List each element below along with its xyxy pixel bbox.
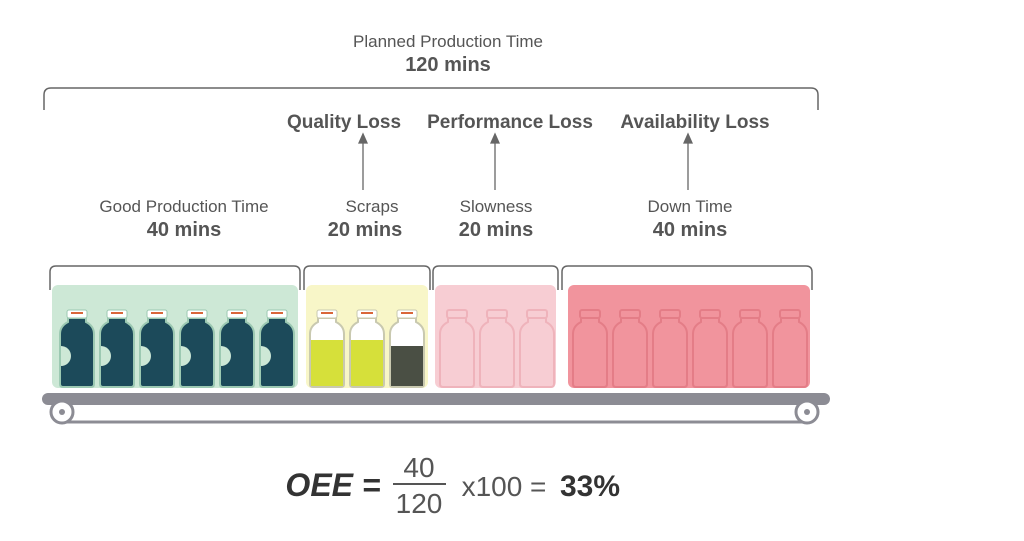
- bottle-part: [351, 340, 383, 386]
- bottle-part: [101, 346, 111, 366]
- bottle-part: [652, 317, 688, 388]
- bottle-part: [221, 346, 231, 366]
- header-title: Planned Production Time: [353, 32, 543, 51]
- bottle-part: [572, 317, 608, 388]
- bottle-part: [141, 346, 151, 366]
- bottle-part: [732, 317, 768, 388]
- formula-multiplier: x100 =: [462, 471, 547, 502]
- bottle-part: [692, 317, 728, 388]
- segment-value: 40 mins: [147, 219, 221, 241]
- bottle-part: [699, 309, 721, 319]
- segment-label: Slowness: [460, 197, 533, 216]
- segment-value: 20 mins: [459, 219, 533, 241]
- segment-value: 40 mins: [653, 219, 727, 241]
- wheel-hub: [59, 409, 65, 415]
- formula-lhs: OEE =: [285, 467, 380, 503]
- bottle-part: [526, 309, 548, 319]
- bottle-part: [479, 317, 515, 388]
- bottle-part: [261, 346, 271, 366]
- wheel-hub: [804, 409, 810, 415]
- loss-label: Performance Loss: [427, 112, 593, 133]
- bottle-part: [772, 317, 808, 388]
- bottle-part: [59, 317, 95, 388]
- bottle-part: [179, 317, 215, 388]
- arrows: [357, 132, 694, 190]
- brace: [43, 87, 819, 110]
- bottle-part: [659, 309, 681, 319]
- bottle-part: [779, 309, 801, 319]
- bottle-part: [311, 340, 343, 386]
- bottle-part: [99, 317, 135, 388]
- bottle-part: [61, 346, 71, 366]
- bottle-part: [391, 346, 423, 386]
- bottle-part: [579, 309, 601, 319]
- conveyor: [42, 393, 830, 405]
- bottle-part: [259, 317, 295, 388]
- formula-result: 33%: [560, 470, 620, 503]
- loss-label: Availability Loss: [620, 112, 769, 133]
- slow-box: [435, 285, 556, 388]
- segment-braces: [49, 265, 813, 290]
- bottle-part: [139, 317, 175, 388]
- bottle-part: [739, 309, 761, 319]
- segment-label: Good Production Time: [99, 197, 268, 216]
- bottle-part: [219, 317, 255, 388]
- loss-label: Quality Loss: [287, 112, 401, 133]
- bottle-part: [439, 317, 475, 388]
- bottles: [59, 309, 808, 388]
- formula-numerator: 40: [403, 452, 434, 483]
- bottle-part: [612, 317, 648, 388]
- formula-denominator: 120: [396, 488, 443, 519]
- header-value: 120 mins: [405, 54, 491, 76]
- bottle-part: [181, 346, 191, 366]
- segment-label: Down Time: [647, 197, 732, 216]
- segment-value: 20 mins: [328, 219, 402, 241]
- segment-label: Scraps: [346, 197, 399, 216]
- bottle-part: [519, 317, 555, 388]
- bottle-part: [446, 309, 468, 319]
- bottle-part: [486, 309, 508, 319]
- bottle-part: [619, 309, 641, 319]
